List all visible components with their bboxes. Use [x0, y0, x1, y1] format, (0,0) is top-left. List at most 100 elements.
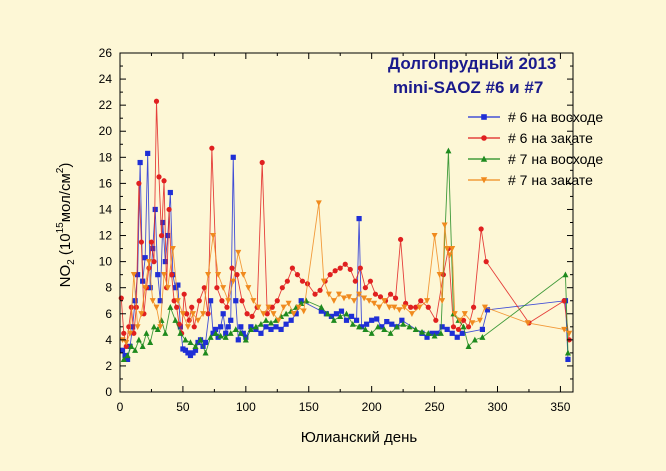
- series-2-point: [327, 272, 333, 278]
- series-2-point: [299, 278, 306, 284]
- series-4-point: [361, 295, 368, 302]
- series-3-point: [237, 330, 244, 336]
- series-1-point: [137, 159, 143, 166]
- series-4-point: [164, 285, 171, 291]
- series-2-point: [181, 291, 187, 297]
- y-tick-label: 18: [99, 150, 113, 164]
- series-4-point: [436, 272, 443, 278]
- series-4-point: [320, 278, 327, 285]
- legend: # 6 на восходе # 6 на закате # 7 на восход…: [468, 109, 603, 188]
- series-2-point: [264, 311, 270, 317]
- series-2-point: [352, 278, 358, 284]
- series-4-point: [280, 304, 287, 311]
- series-3-point: [139, 343, 146, 349]
- series-2-point: [138, 239, 144, 245]
- y-axis-title-close: ): [57, 163, 74, 168]
- y-tick-label: 0: [105, 385, 112, 399]
- series-1-point: [147, 285, 153, 291]
- series-4-point: [524, 320, 531, 327]
- series-1-point: [220, 311, 226, 317]
- series-2-point: [196, 298, 202, 304]
- x-axis-title: Юлианский день: [301, 429, 418, 446]
- series-1-point: [230, 154, 236, 160]
- series-1: [119, 150, 571, 363]
- series-2-point: [460, 317, 467, 323]
- series-1-point: [565, 356, 571, 363]
- series-3-point: [167, 304, 174, 310]
- series-2-point: [174, 304, 180, 310]
- series-3-point: [143, 330, 150, 336]
- series-3-point: [412, 326, 419, 333]
- y-axis-title-open: (10: [57, 233, 74, 259]
- series-1-point: [124, 356, 131, 363]
- series-3-point: [343, 310, 350, 317]
- series-1-point: [225, 324, 231, 330]
- series-2-point: [418, 298, 424, 304]
- series-4-point: [123, 339, 130, 346]
- series-2-point: [332, 268, 338, 274]
- series-2-point: [151, 259, 157, 265]
- series-1-point: [228, 317, 234, 323]
- chart-title-line2: mini-SAOZ #6 и #7: [393, 78, 543, 97]
- series-3-point: [356, 323, 363, 330]
- series-2-point: [148, 239, 155, 245]
- series-3-point: [374, 323, 381, 330]
- series-1-point: [129, 324, 136, 330]
- series-1-point: [157, 298, 163, 304]
- series-3-point: [283, 310, 290, 317]
- series-2-point: [478, 226, 484, 232]
- series-2-point: [470, 304, 477, 310]
- series-3-point: [150, 323, 157, 330]
- x-tick-label: 300: [487, 400, 507, 414]
- series-3-point: [147, 339, 154, 346]
- series-4-point: [366, 298, 373, 304]
- series-1-point: [424, 334, 430, 340]
- series-3-point: [192, 343, 199, 349]
- x-tick-label: 350: [550, 400, 570, 414]
- series-1-point: [484, 307, 491, 313]
- series-4-point: [210, 232, 217, 239]
- series-2-point: [269, 304, 275, 310]
- series-2-point: [161, 178, 167, 184]
- series-1-point: [356, 215, 362, 222]
- series-2-point: [121, 330, 127, 336]
- series-2-point: [201, 285, 207, 291]
- series-1-point: [384, 318, 390, 325]
- series-2-point: [284, 278, 290, 284]
- series-4-point: [145, 259, 152, 265]
- series-1-point: [218, 324, 224, 330]
- series-3-point: [252, 323, 259, 330]
- series-2-point: [425, 304, 431, 310]
- series-3-line: [123, 150, 569, 360]
- series-3-point: [387, 330, 394, 336]
- y-tick-label: 12: [99, 229, 113, 243]
- y-axis-title-sup1: 15: [55, 222, 66, 234]
- series-1-point: [288, 317, 294, 323]
- series-4-point: [416, 304, 423, 311]
- series-3-point: [124, 352, 131, 359]
- series-1-point: [293, 311, 299, 317]
- series-1-point: [119, 347, 126, 353]
- series-3-point: [120, 356, 127, 363]
- series-3-point: [330, 317, 337, 323]
- series-1-point: [429, 330, 435, 336]
- series-1-point: [155, 272, 161, 278]
- series-4-point: [138, 311, 145, 317]
- legend-swatch-marker: [481, 114, 487, 120]
- series-1-point: [439, 324, 445, 330]
- legend-label: # 6 на восходе: [508, 109, 603, 125]
- series-4-point: [240, 272, 247, 278]
- x-tick-label: 50: [176, 400, 190, 414]
- series-1-point: [240, 330, 246, 336]
- series-4-point: [230, 278, 237, 285]
- series-4-point: [189, 311, 196, 317]
- series-3-point: [207, 334, 214, 340]
- series-3-point: [349, 321, 356, 327]
- series-4-point: [200, 311, 207, 317]
- series-2-point: [259, 159, 265, 166]
- series-4-point: [157, 324, 164, 331]
- series-1-point: [278, 326, 284, 333]
- series-1-point: [333, 311, 340, 317]
- series-3-point: [222, 334, 229, 340]
- series-3-point: [182, 336, 189, 343]
